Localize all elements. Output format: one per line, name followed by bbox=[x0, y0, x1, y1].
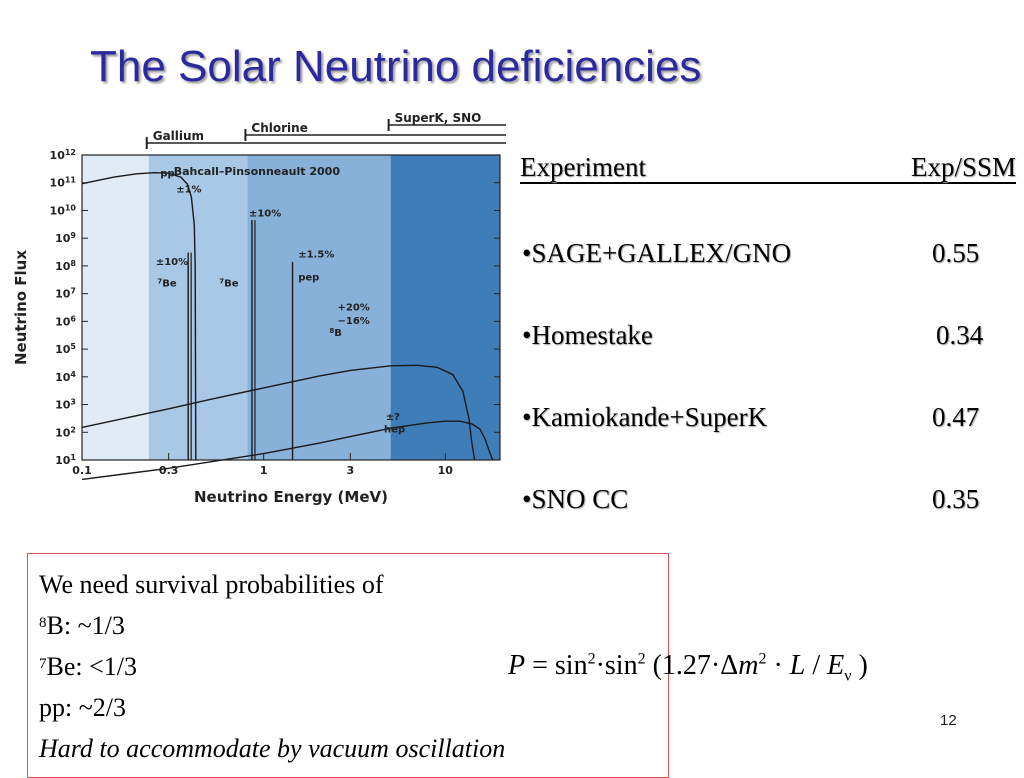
threshold-label: Chlorine bbox=[251, 121, 307, 135]
band-superk-sno bbox=[390, 155, 500, 460]
be7-label-left: 7Be bbox=[157, 278, 176, 290]
page-number: 12 bbox=[940, 712, 957, 729]
experiment-row: •Homestake 0.34 bbox=[522, 320, 1002, 354]
note-pp: pp: ~2/3 bbox=[39, 693, 127, 722]
note-intro: We need survival probabilities of bbox=[39, 570, 384, 599]
note-be7: 7Be: <1/3 bbox=[39, 652, 137, 681]
plot-frame bbox=[81, 154, 501, 461]
curve-pp bbox=[81, 171, 197, 461]
y-tick-label: 108 bbox=[55, 259, 76, 273]
pp-uncertainty-label: ±1% bbox=[176, 184, 201, 195]
y-tick-label: 105 bbox=[55, 342, 76, 356]
x-tick-label: 3 bbox=[347, 464, 355, 477]
y-tick-label: 1012 bbox=[50, 148, 76, 162]
experiment-row: •SNO CC 0.35 bbox=[522, 484, 1002, 518]
experiment-column-header: Experiment bbox=[520, 152, 646, 182]
y-tick-label: 106 bbox=[55, 314, 76, 328]
threshold-label: Gallium bbox=[153, 129, 204, 143]
hep-label: hep bbox=[384, 424, 405, 435]
x-tick-label: 10 bbox=[438, 464, 454, 477]
b8-label: 8B bbox=[329, 327, 342, 339]
b8-uncertainty-minus-label: −16% bbox=[338, 316, 370, 327]
experiment-name: •SAGE+GALLEX/GNO bbox=[522, 238, 792, 268]
threshold-label: SuperK, SNO bbox=[395, 111, 482, 125]
x-tick-label: 0.1 bbox=[72, 464, 92, 477]
model-label: Bahcall–Pinsonneault 2000 bbox=[174, 165, 341, 178]
be7-uncertainty-label: ±10% bbox=[156, 257, 188, 268]
experiment-ratio: 0.55 bbox=[932, 238, 980, 268]
y-tick-label: 101 bbox=[55, 453, 76, 467]
note-conclusion: Hard to accommodate by vacuum oscillatio… bbox=[39, 734, 506, 763]
y-tick-label: 103 bbox=[55, 398, 76, 412]
be7-label-right: 7Be bbox=[219, 278, 238, 290]
experiment-name: •Kamiokande+SuperK bbox=[522, 402, 768, 432]
band-below-gallium bbox=[82, 155, 149, 460]
x-tick-label: 1 bbox=[260, 464, 268, 477]
y-tick-label: 104 bbox=[55, 370, 76, 384]
y-tick-label: 107 bbox=[55, 287, 76, 301]
slide-title: The Solar Neutrino deficiencies bbox=[90, 42, 702, 91]
survival-probability-note: We need survival probabilities of 8B: ~1… bbox=[27, 553, 669, 778]
threshold-brackets: Gallium Chlorine SuperK, SNO bbox=[145, 111, 506, 149]
band-chlorine bbox=[247, 155, 391, 460]
experiment-row: •Kamiokande+SuperK 0.47 bbox=[522, 402, 1002, 436]
hep-uncertainty-label: ±? bbox=[386, 412, 400, 423]
y-axis-label: Neutrino Flux bbox=[12, 250, 30, 365]
experiment-table-header: Experiment Exp/SSM bbox=[520, 152, 1016, 184]
pp-label: pp bbox=[160, 168, 174, 179]
y-tick-label: 102 bbox=[55, 425, 76, 439]
chart-axes: 1011021031041051061071081091010101110120… bbox=[12, 148, 501, 506]
flux-curves bbox=[81, 171, 494, 481]
experiment-ratio: 0.35 bbox=[932, 484, 980, 514]
band-gallium bbox=[148, 155, 248, 460]
threshold-bands bbox=[82, 155, 500, 460]
curve-b bbox=[81, 364, 476, 461]
series-labels: pp±1% ±10% 7Be 7Be ±10% ±1.5% pep +20% −16%8B ±?h… bbox=[156, 168, 405, 435]
curve-hep bbox=[81, 420, 494, 481]
note-b8: 8B: ~1/3 bbox=[39, 611, 125, 640]
x-axis-label: Neutrino Energy (MeV) bbox=[194, 488, 388, 506]
be7-right-uncertainty-label: ±10% bbox=[249, 209, 281, 220]
y-tick-label: 1010 bbox=[50, 203, 77, 217]
exp-ssm-column-header: Exp/SSM bbox=[910, 152, 1016, 182]
b8-uncertainty-plus-label: +20% bbox=[338, 302, 370, 313]
experiment-ratio: 0.47 bbox=[932, 402, 980, 432]
x-tick-label: 0.3 bbox=[159, 464, 179, 477]
experiment-name: •SNO CC bbox=[522, 484, 629, 514]
y-tick-label: 1011 bbox=[50, 176, 77, 190]
pep-label: pep bbox=[298, 272, 319, 283]
oscillation-formula: P = sin2·sin2 (1.27·Δm2 · L / Eν ) bbox=[508, 650, 868, 685]
pep-uncertainty-label: ±1.5% bbox=[298, 250, 334, 261]
experiment-row: •SAGE+GALLEX/GNO 0.55 bbox=[522, 238, 1002, 272]
experiment-ratio: 0.34 bbox=[936, 320, 984, 350]
y-tick-label: 109 bbox=[55, 231, 76, 245]
experiment-name: •Homestake bbox=[522, 320, 653, 350]
